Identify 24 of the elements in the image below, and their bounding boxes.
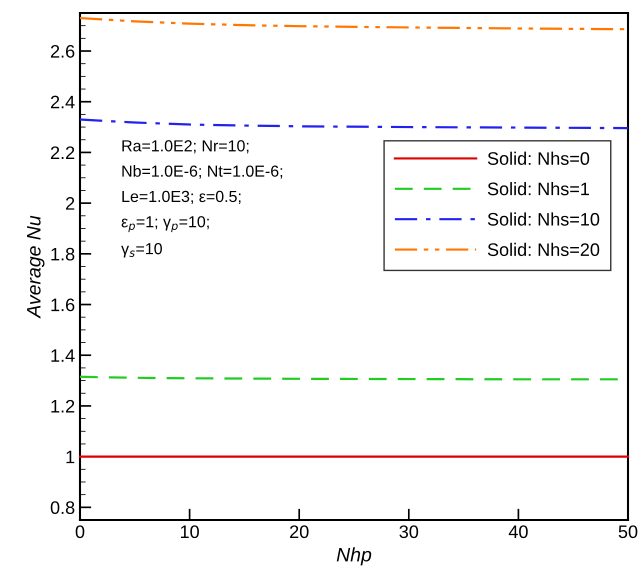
legend-label: Solid: Nhs=0 xyxy=(488,152,590,165)
text: Ra=1.0E2; Nr=10; Nb=1.0E-6; Nt=1.0E-6; Le=1.0E3; ε=0.5; ε$_{p}$=1; γ$_{p}$=10; γ$_{s}$=10 xyxy=(121,140,282,258)
x-tick-label: 10 xyxy=(180,525,199,538)
y-axis-title: Average Nu xyxy=(27,216,44,319)
y-tick-label: 1.4 xyxy=(51,349,75,362)
legend-label: Solid: Nhs=1 xyxy=(488,182,589,196)
y-tick-label: 2.2 xyxy=(50,146,74,159)
x-tick-label: 30 xyxy=(399,525,418,538)
y-tick-label: 1.2 xyxy=(51,400,74,412)
y-tick-label: 2.6 xyxy=(50,44,74,58)
y-tick-label: 2 xyxy=(66,197,74,210)
line-series xyxy=(78,118,630,130)
y-tick-label: 2.4 xyxy=(50,96,75,108)
x-tick-label: 40 xyxy=(508,525,528,538)
x-axis-title: Nhp xyxy=(336,547,372,566)
x-tick-label: 50 xyxy=(618,525,638,538)
x-tick-label: 0 xyxy=(76,525,84,538)
y-tick-label: 0.8 xyxy=(50,501,74,514)
y-tick-label: 1.8 xyxy=(51,248,74,261)
y-tick-label: 1.6 xyxy=(51,298,74,312)
y-tick-label: 1 xyxy=(66,450,74,464)
x-tick-label: 20 xyxy=(290,525,309,538)
legend-label: Solid: Nhs=20 xyxy=(488,242,600,256)
legend-label: Solid: Nhs=10 xyxy=(488,212,600,226)
